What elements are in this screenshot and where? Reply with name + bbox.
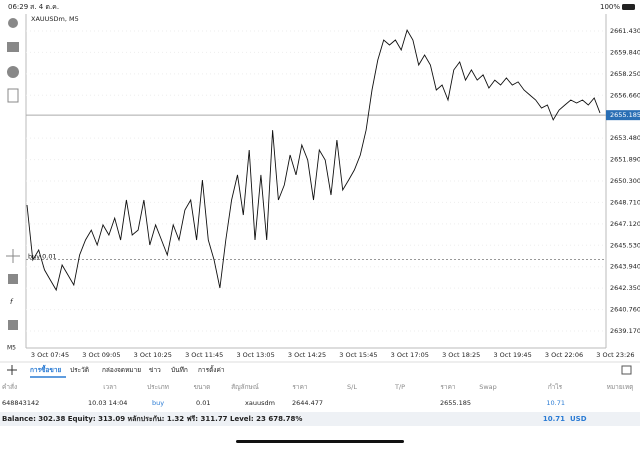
time-tick-label: 3 Oct 19:45 xyxy=(493,351,531,359)
time-tick-label: 3 Oct 07:45 xyxy=(31,351,69,359)
tab[interactable]: บันทึก xyxy=(171,366,188,374)
price-tick-label: 2659.840 xyxy=(610,48,640,56)
tab[interactable]: การตั้งค่า xyxy=(198,365,225,374)
column-header: ราคา xyxy=(292,383,307,391)
time-tick-label: 3 Oct 18:25 xyxy=(442,351,480,359)
summary-currency: USD xyxy=(570,415,587,423)
price-tick-label: 2651.890 xyxy=(610,156,640,164)
price-tick-label: 2645.530 xyxy=(610,241,640,249)
time-tick-label: 3 Oct 11:45 xyxy=(185,351,223,359)
objects-icon[interactable] xyxy=(8,320,18,330)
time-tick-label: 3 Oct 13:05 xyxy=(236,351,274,359)
trade-icon[interactable] xyxy=(7,42,19,52)
home-indicator xyxy=(236,440,404,443)
column-header: ขนาด xyxy=(194,383,211,391)
summary-row xyxy=(0,412,640,426)
price-tick-label: 2653.480 xyxy=(610,134,640,142)
column-header: S/L xyxy=(347,383,357,391)
new-order-icon[interactable] xyxy=(7,88,19,103)
table-cell: 648843142 xyxy=(2,399,39,407)
indicators-icon[interactable] xyxy=(8,274,18,284)
tab[interactable]: กล่องจดหมาย xyxy=(102,366,141,374)
buy-line-label: buy 0.01 xyxy=(28,252,57,260)
column-header: หมายเหตุ xyxy=(607,383,634,391)
table-cell: 0.01 xyxy=(196,399,210,407)
price-tick-label: 2647.120 xyxy=(610,220,640,228)
table-cell: 2655.185 xyxy=(440,399,471,407)
add-button[interactable] xyxy=(7,365,17,375)
price-tick-label: 2661.430 xyxy=(610,27,640,35)
price-tick-label: 2642.350 xyxy=(610,284,640,292)
left-toolbar: f M5 xyxy=(6,18,20,352)
timeframe-icon[interactable]: M5 xyxy=(7,345,16,352)
time-tick-label: 3 Oct 17:05 xyxy=(391,351,429,359)
price-tick-label: 2648.710 xyxy=(610,198,640,206)
column-header: กำไร xyxy=(548,383,563,391)
price-tick-label: 2639.170 xyxy=(610,327,640,335)
time-tick-label: 3 Oct 09:05 xyxy=(82,351,120,359)
column-header: เวลา xyxy=(103,383,117,391)
status-time: 06:29 xyxy=(8,3,28,11)
status-battery: 100% xyxy=(600,3,620,11)
price-tick-label: 2643.940 xyxy=(610,263,640,271)
column-header: ประเภท xyxy=(147,383,169,391)
column-header: ราคา xyxy=(440,383,455,391)
function-icon[interactable]: f xyxy=(10,298,14,306)
panel-icon[interactable] xyxy=(621,365,632,375)
table-cell: 10.71 xyxy=(546,399,565,407)
table-cell: buy xyxy=(152,399,164,407)
summary-profit: 10.71 xyxy=(543,415,565,423)
current-price-box xyxy=(606,110,640,121)
table-cell: xauusdm xyxy=(245,399,275,407)
bottom-panel xyxy=(0,362,640,447)
price-tick-label: 2656.660 xyxy=(610,91,640,99)
column-header: สัญลักษณ์ xyxy=(231,383,259,391)
time-tick-label: 3 Oct 15:45 xyxy=(339,351,377,359)
time-tick-label: 3 Oct 10:25 xyxy=(134,351,172,359)
column-header: Swap xyxy=(479,383,497,391)
crosshair-icon[interactable] xyxy=(6,249,20,263)
table-cell: 10.03 14:04 xyxy=(88,399,127,407)
column-header: คำสั่ง xyxy=(2,382,17,391)
tab[interactable]: การซื้อขาย xyxy=(30,364,61,374)
price-tick-label: 2640.760 xyxy=(610,306,640,314)
time-tick-label: 3 Oct 22:06 xyxy=(545,351,583,359)
account-icon[interactable] xyxy=(8,18,18,28)
tab[interactable]: ประวัติ xyxy=(70,366,89,374)
price-tick-label: 2650.300 xyxy=(610,177,640,185)
time-tick-label: 3 Oct 23:26 xyxy=(596,351,634,359)
price-tick-label: 2658.250 xyxy=(610,70,640,78)
status-date: ส. 4 ต.ค. xyxy=(30,3,59,11)
table-cell: 2644.477 xyxy=(292,399,323,407)
current-price-label: 2655.185 xyxy=(610,111,640,119)
chat-icon[interactable] xyxy=(7,66,19,78)
summary-text: Balance: 302.38 Equity: 313.09 หลักประกั… xyxy=(2,415,302,423)
tab[interactable]: ข่าว xyxy=(149,366,161,374)
time-tick-label: 3 Oct 14:25 xyxy=(288,351,326,359)
column-header: T/P xyxy=(394,383,405,391)
price-line xyxy=(26,28,601,292)
battery-icon xyxy=(622,4,635,10)
symbol-label: XAUUSDm, M5 xyxy=(31,15,79,23)
